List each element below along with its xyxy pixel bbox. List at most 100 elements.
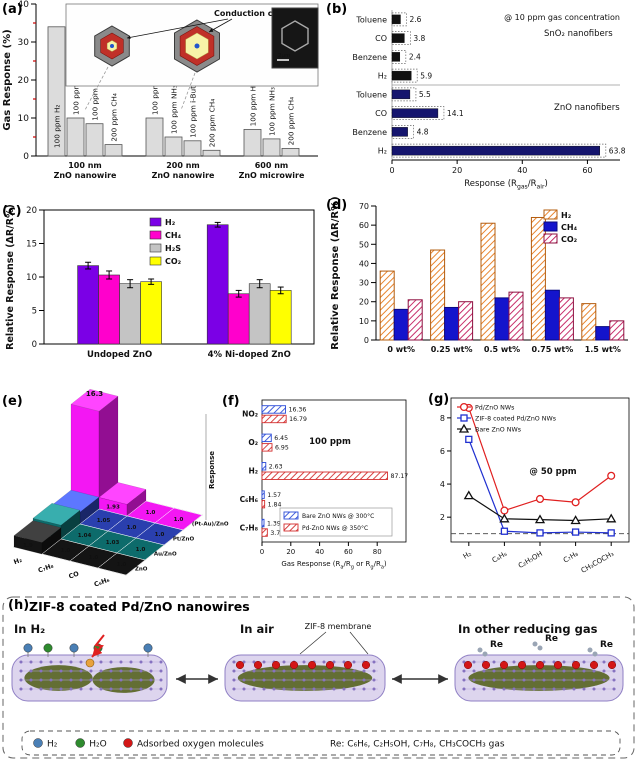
panel-c-chart: 0 5 10 15 20 Relative Response (ΔR/R%) Undoped… <box>5 204 315 360</box>
svg-text:Pd-ZnO NWs @ 350°C: Pd-ZnO NWs @ 350°C <box>302 525 368 532</box>
svg-text:60: 60 <box>582 166 592 175</box>
panel-a-label: (a) <box>2 2 23 17</box>
svg-text:Benzene: Benzene <box>352 53 387 62</box>
svg-text:100 ppm H₂: 100 ppm H₂ <box>53 105 62 148</box>
svg-text:15: 15 <box>26 240 37 250</box>
svg-text:10: 10 <box>26 273 37 283</box>
svg-text:20: 20 <box>452 166 462 175</box>
svg-text:CO₂: CO₂ <box>165 257 182 266</box>
panel-d-label: (d) <box>326 198 348 213</box>
svg-text:40: 40 <box>18 0 30 10</box>
svg-text:Re: Re <box>600 640 613 650</box>
panel-a-chart: 0 10 20 30 40 Gas Response (%) 100 ppm H₂ 100 p… <box>2 0 319 180</box>
svg-text:ZnO: ZnO <box>135 566 148 572</box>
svg-text:Gas Response (Ra/Rg or Rg/Ra): Gas Response (Ra/Rg or Rg/Ra) <box>281 560 387 571</box>
svg-text:200 ppm CH₄: 200 ppm CH₄ <box>208 99 217 148</box>
svg-text:1.0: 1.0 <box>146 510 156 516</box>
svg-text:1.84: 1.84 <box>268 501 282 508</box>
svg-text:1.5 wt%: 1.5 wt% <box>585 345 621 354</box>
svg-text:5.9: 5.9 <box>420 71 432 80</box>
svg-text:Re: Re <box>545 634 558 644</box>
svg-text:0.75 wt%: 0.75 wt% <box>532 345 574 354</box>
panel-b: (b) 0 20 40 60 Response (Rgas/Rair) @ 10 ppm … <box>322 0 637 196</box>
svg-text:100 ppm NH₃: 100 ppm NH₃ <box>170 85 179 134</box>
svg-text:Pt/ZnO: Pt/ZnO <box>173 536 195 542</box>
svg-text:600 nm: 600 nm <box>255 161 289 170</box>
panel-h: (h) ZIF-8 coated Pd/ZnO nanowires In H₂ I… <box>0 595 637 761</box>
panel-g-label: (g) <box>428 392 450 407</box>
svg-text:CO₂: CO₂ <box>561 235 578 244</box>
svg-text:1.0: 1.0 <box>155 532 165 538</box>
svg-text:H₂: H₂ <box>462 550 473 561</box>
svg-text:H₂: H₂ <box>561 211 572 220</box>
svg-text:20: 20 <box>18 76 30 86</box>
panel-h-schematic: In H₂ In air In other reducing gas ZIF-8 me… <box>2 596 635 759</box>
panel-c: (c) 0 5 10 15 20 Relative Response (ΔR/R%) Und… <box>0 196 322 392</box>
svg-text:1.04: 1.04 <box>78 533 92 539</box>
panel-a: (a) 0 10 20 30 40 Gas Response (%) 100 ppm H₂ 1… <box>0 0 322 196</box>
svg-text:0: 0 <box>23 152 29 162</box>
svg-text:0: 0 <box>389 166 394 175</box>
svg-text:CO: CO <box>375 34 387 43</box>
svg-text:H₂: H₂ <box>248 467 258 476</box>
svg-text:0 wt%: 0 wt% <box>387 345 415 354</box>
svg-text:87.17: 87.17 <box>391 473 409 480</box>
svg-text:O₂: O₂ <box>248 438 258 447</box>
svg-text:20: 20 <box>359 298 369 307</box>
panel-d: (d) 0 10 20 30 40 50 60 70 Relative Response (ΔR… <box>322 196 637 392</box>
svg-text:Pd/ZnO NWs: Pd/ZnO NWs <box>475 405 514 412</box>
svg-text:ZnO microwire: ZnO microwire <box>239 171 305 180</box>
svg-text:Au/ZnO: Au/ZnO <box>154 551 177 557</box>
svg-text:10: 10 <box>359 317 369 326</box>
svg-text:Relative Response (ΔR/R%): Relative Response (ΔR/R%) <box>330 196 341 349</box>
svg-text:1.03: 1.03 <box>106 540 120 546</box>
svg-text:Undoped ZnO: Undoped ZnO <box>87 350 152 360</box>
svg-text:1.57: 1.57 <box>267 492 281 499</box>
svg-text:40: 40 <box>359 259 369 268</box>
panel-f-chart: 0 20 40 60 80 Gas Response (Ra/Rg or Rg/Ra) NO… <box>240 399 409 571</box>
svg-text:63.8: 63.8 <box>609 146 626 155</box>
svg-text:Relative Response (ΔR/R%): Relative Response (ΔR/R%) <box>5 204 16 350</box>
svg-text:3.8: 3.8 <box>413 34 425 43</box>
panel-b-label: (b) <box>326 2 348 17</box>
svg-text:H₂: H₂ <box>378 147 387 156</box>
svg-text:60: 60 <box>344 548 353 556</box>
svg-text:100 ppm H₂: 100 ppm H₂ <box>249 83 258 126</box>
svg-text:ZIF-8 coated Pd/ZnO NWs: ZIF-8 coated Pd/ZnO NWs <box>475 416 556 423</box>
svg-text:1.0: 1.0 <box>117 562 127 568</box>
svg-text:C₆H₆: C₆H₆ <box>93 576 111 589</box>
svg-text:C₇H₈: C₇H₈ <box>240 523 258 532</box>
svg-text:Re: Re <box>490 640 503 650</box>
svg-text:0.5 wt%: 0.5 wt% <box>484 345 520 354</box>
svg-text:Benzene: Benzene <box>352 128 387 137</box>
svg-text:16.36: 16.36 <box>289 407 307 414</box>
svg-text:80: 80 <box>373 548 382 556</box>
svg-text:In H₂: In H₂ <box>14 622 45 636</box>
svg-text:70: 70 <box>359 202 369 211</box>
svg-text:CH₃COCH₃: CH₃COCH₃ <box>580 550 616 575</box>
panel-h-title: ZIF-8 coated Pd/ZnO nanowires <box>29 599 250 614</box>
svg-text:6.95: 6.95 <box>275 445 289 452</box>
svg-text:C₇H₈: C₇H₈ <box>37 562 55 575</box>
panel-f-label: (f) <box>222 394 240 409</box>
svg-text:40: 40 <box>517 166 527 175</box>
svg-text:Response: Response <box>208 451 216 489</box>
svg-text:Response (Rgas/Rair): Response (Rgas/Rair) <box>464 179 548 191</box>
svg-text:(Pt-Au)/ZnO: (Pt-Au)/ZnO <box>192 521 229 527</box>
svg-text:CO: CO <box>375 109 387 118</box>
svg-text:@ 50 ppm: @ 50 ppm <box>529 467 576 477</box>
svg-text:Re: C₆H₆, C₂H₅OH, C₇H₈, CH₃CO: Re: C₆H₆, C₂H₅OH, C₇H₈, CH₃COCH₃ gas <box>330 740 505 750</box>
svg-text:CH₄: CH₄ <box>561 223 578 232</box>
svg-text:16.3: 16.3 <box>86 390 103 398</box>
svg-text:200 ppm CH₄: 200 ppm CH₄ <box>110 93 119 142</box>
svg-text:C₇H₈: C₇H₈ <box>562 550 580 565</box>
svg-text:ZnO nanofibers: ZnO nanofibers <box>554 103 620 113</box>
panel-g-chart: 2 4 6 8 H₂ C₆H₆ C₂H₅OH C₇H₈ CH₃COCH₃ Pd/ZnO NWs ZI… <box>440 397 630 575</box>
svg-text:1.9: 1.9 <box>23 543 33 549</box>
svg-text:20: 20 <box>26 206 37 216</box>
svg-text:10: 10 <box>18 114 30 124</box>
panel-h-label: (h) <box>8 598 30 613</box>
panel-b-chart: 0 20 40 60 Response (Rgas/Rair) @ 10 ppm gas … <box>352 10 626 191</box>
svg-text:Toluene: Toluene <box>355 90 387 99</box>
